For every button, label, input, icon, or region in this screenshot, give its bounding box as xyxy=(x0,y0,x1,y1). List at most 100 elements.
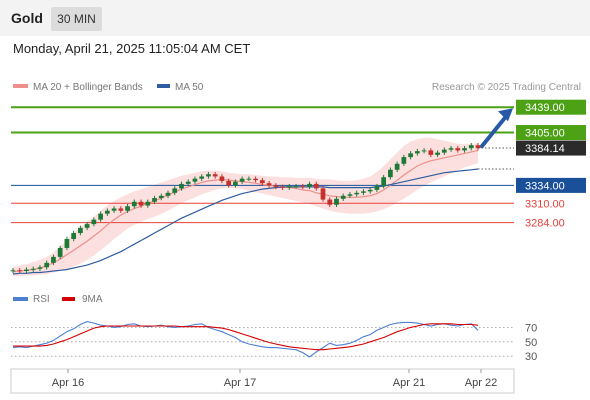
candle-body xyxy=(327,199,333,205)
timeframe-button[interactable]: 30 MIN xyxy=(51,7,102,31)
ma9-legend-swatch xyxy=(62,297,75,301)
candle-body xyxy=(340,195,346,199)
candle-body xyxy=(172,188,178,193)
candle-body xyxy=(273,185,279,187)
candle-body xyxy=(226,180,232,186)
candle-body xyxy=(118,208,124,211)
bollinger-band xyxy=(13,137,478,277)
candle-body xyxy=(10,270,16,272)
candle-body xyxy=(24,269,29,272)
candle-body xyxy=(367,189,373,192)
support-level-label: 3284.00 xyxy=(525,218,565,230)
rsi-ma9-line xyxy=(13,323,479,351)
x-tick-label: Apr 21 xyxy=(393,377,425,389)
bollinger-legend-label: MA 20 + Bollinger Bands xyxy=(33,82,143,93)
rsi-tick-label: 30 xyxy=(525,351,537,363)
candle-body xyxy=(468,145,474,149)
candle-body xyxy=(233,181,238,186)
candle-body xyxy=(414,151,420,154)
pivot-level-tag xyxy=(516,177,586,193)
candle-body xyxy=(259,180,265,184)
rsi-legend-label: RSI xyxy=(33,294,50,305)
candle-body xyxy=(185,181,191,184)
x-tick-label: Apr 16 xyxy=(52,377,84,389)
last-price-label: 3384.14 xyxy=(525,143,565,155)
candle-body xyxy=(37,267,43,269)
candle-body xyxy=(125,206,130,211)
candle-body xyxy=(286,186,292,188)
candle-body xyxy=(64,239,70,248)
ma20-line xyxy=(12,149,479,273)
candle-body xyxy=(334,198,339,205)
candle-body xyxy=(145,201,151,206)
x-axis: Apr 16 Apr 17 Apr 21 Apr 22 xyxy=(10,368,515,394)
candle-body xyxy=(239,178,245,182)
rsi-legend-swatch xyxy=(13,297,28,301)
chart-header: Gold 30 MIN xyxy=(0,0,590,36)
candle-body xyxy=(293,186,299,188)
candle-body xyxy=(401,157,407,164)
resistance-level-label: 3439.00 xyxy=(525,102,565,114)
candle-body xyxy=(435,152,440,155)
candle-body xyxy=(462,148,467,151)
pivot-level-label: 3334.00 xyxy=(525,180,565,192)
candle-body xyxy=(71,233,77,240)
candle-body xyxy=(455,148,461,151)
x-tick-label: Apr 17 xyxy=(224,377,256,389)
candle-body xyxy=(152,198,157,202)
candle-body xyxy=(313,183,319,189)
instrument-title: Gold xyxy=(11,10,43,26)
main-legend: MA 20 + Bollinger Bands MA 50 Research ©… xyxy=(13,82,581,93)
candle-body xyxy=(30,268,36,270)
candle-body xyxy=(428,150,434,155)
candle-body xyxy=(300,186,306,188)
candle-body xyxy=(91,219,97,225)
forecast-arrow-shaft xyxy=(480,113,509,149)
candle-body xyxy=(206,174,211,177)
ma50-legend-swatch xyxy=(157,84,170,88)
candle-body xyxy=(246,178,252,180)
candle-body xyxy=(307,183,312,187)
candle-body xyxy=(388,169,393,178)
last-price-tag xyxy=(516,140,586,156)
candle-body xyxy=(104,210,110,214)
candle-body xyxy=(361,191,366,193)
resistance-level-tag xyxy=(516,125,586,141)
candle-body xyxy=(78,227,83,234)
ma50-line xyxy=(12,168,479,275)
resistance-level-tag xyxy=(516,99,586,115)
candle-body xyxy=(266,183,272,186)
candle-body xyxy=(165,192,171,196)
candle-body xyxy=(374,186,380,190)
rsi-legend: RSI 9MA xyxy=(13,294,103,305)
candle-body xyxy=(51,256,56,263)
candle-body xyxy=(448,148,454,150)
candle-body xyxy=(408,153,413,158)
candle-body xyxy=(17,270,23,272)
candle-body xyxy=(111,208,117,211)
candle-body xyxy=(381,177,387,187)
price-panel: 3439.00 3405.00 3384.14 3334.00 3310.00 3284.… xyxy=(10,99,586,277)
ma9-legend-label: 9MA xyxy=(82,294,103,305)
candle-body xyxy=(199,176,205,179)
rsi-line xyxy=(12,321,479,358)
copyright-text: Research © 2025 Trading Central xyxy=(432,82,581,93)
candle-body xyxy=(138,201,144,206)
rsi-tick-label: 50 xyxy=(525,337,537,349)
candle-body xyxy=(158,195,164,199)
rsi-tick-label: 70 xyxy=(525,322,537,334)
resistance-level-label: 3405.00 xyxy=(525,128,565,140)
x-tick-label: Apr 22 xyxy=(465,377,497,389)
rsi-panel: 70 50 30 xyxy=(11,321,537,363)
candle-body xyxy=(354,192,360,195)
x-axis-frame xyxy=(10,368,515,394)
candle-body xyxy=(98,213,103,220)
ma50-legend-label: MA 50 xyxy=(175,82,204,93)
candle-body xyxy=(179,183,184,189)
forecast-arrow-head xyxy=(498,108,513,122)
candle-body xyxy=(475,145,481,149)
candle-body xyxy=(84,224,90,228)
bollinger-legend-swatch xyxy=(13,84,28,88)
date-line: Monday, April 21, 2025 11:05:04 AM CET xyxy=(13,41,251,56)
